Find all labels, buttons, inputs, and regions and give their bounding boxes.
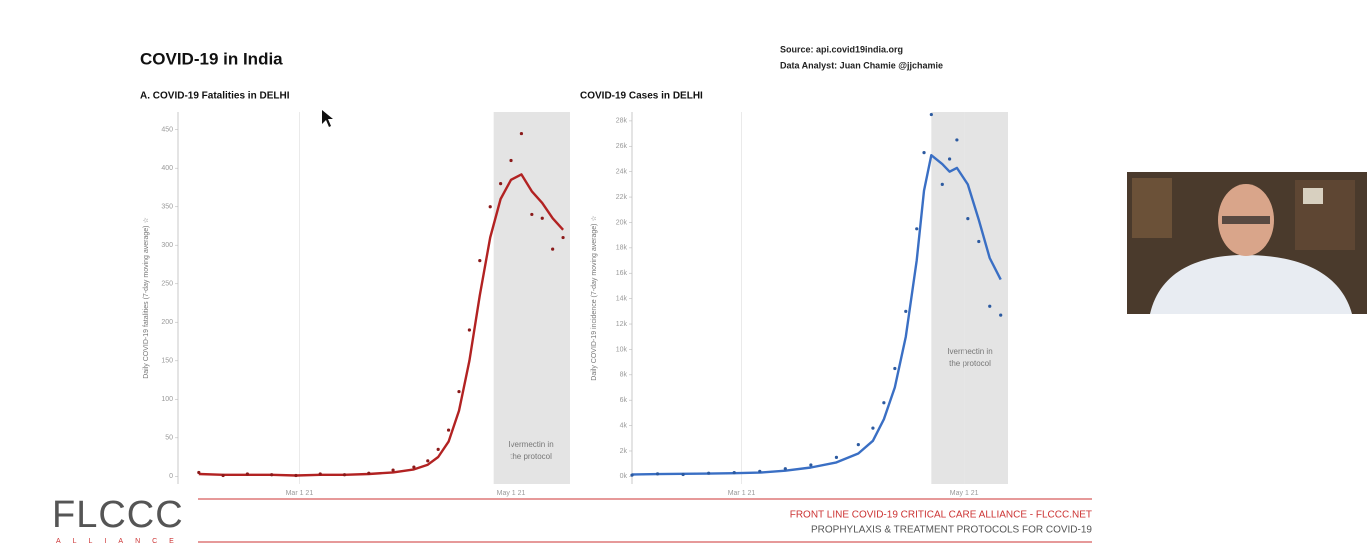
data-point — [221, 473, 225, 478]
moving-average-line — [198, 173, 564, 477]
footer-line: PROPHYLAXIS & TREATMENT PROTOCOLS FOR CO… — [811, 525, 1092, 536]
data-point — [732, 470, 736, 475]
logo: FLCCC — [52, 494, 184, 536]
footer-line: FRONT LINE COVID-19 CRITICAL CARE ALLIAN… — [790, 510, 1092, 521]
y-tick-label: 2k — [620, 448, 628, 455]
data-point — [809, 463, 813, 467]
data-point — [707, 471, 711, 475]
y-tick-label: 50 — [165, 435, 173, 442]
y-tick-label: 28k — [616, 118, 628, 125]
protocol-shade — [931, 112, 1008, 484]
slide-title: COVID-19 in India — [140, 49, 283, 68]
annotation: Ivermectin in the protocol — [508, 440, 553, 461]
y-tick-label: 22k — [616, 194, 628, 201]
data-point — [834, 455, 839, 459]
data-point — [681, 472, 685, 477]
source: Source: api.covid19india.org — [780, 44, 903, 54]
y-tick-label: 0k — [620, 473, 628, 480]
y-tick-label: 10k — [616, 346, 628, 353]
data-point — [977, 239, 981, 244]
source: Data Analyst: Juan Chamie @jjchamie — [780, 60, 943, 70]
x-tick-label: Mar 1 21 — [728, 490, 756, 497]
data-point — [412, 465, 416, 469]
cursor — [322, 110, 333, 127]
data-point — [561, 235, 565, 240]
footer: FLCCC ALLIANCE FRONT LINE COVID-19 CRITI… — [52, 494, 1092, 545]
x-tick-label: May 1 21 — [950, 490, 979, 497]
data-point — [758, 469, 762, 473]
y-tick-label: 400 — [161, 165, 173, 172]
data-point — [929, 112, 933, 117]
y-tick-label: 350 — [161, 204, 173, 211]
y-tick-label: 20k — [616, 219, 628, 226]
data-point — [509, 158, 513, 163]
data-point — [856, 443, 860, 447]
logo-sub: ALLIANCE — [56, 538, 186, 545]
data-point — [988, 304, 992, 308]
data-point — [871, 426, 875, 430]
data-point — [893, 366, 897, 371]
data-point — [391, 468, 395, 472]
y-tick-label: 18k — [616, 245, 628, 252]
y-tick-label: 200 — [161, 319, 173, 326]
data-point — [966, 217, 970, 221]
chart-title: A. COVID-19 Fatalities in DELHI — [140, 91, 290, 102]
data-point — [446, 428, 451, 432]
data-point — [915, 227, 919, 231]
data-point — [630, 473, 634, 477]
moving-average-line — [631, 154, 1002, 476]
y-tick-label: 8k — [620, 372, 628, 379]
data-point — [940, 182, 944, 186]
data-point — [342, 473, 347, 477]
y-tick-label: 450 — [161, 127, 173, 134]
data-point — [947, 157, 952, 161]
data-point — [457, 389, 461, 394]
chart-title: COVID-19 Cases in DELHI — [580, 91, 703, 102]
data-point — [294, 473, 298, 478]
data-point — [436, 447, 440, 451]
data-point — [904, 309, 908, 313]
data-point — [519, 131, 524, 136]
y-tick-label: 24k — [616, 169, 628, 176]
data-point — [467, 328, 471, 332]
y-tick-label: 4k — [620, 422, 628, 429]
data-point — [318, 472, 322, 476]
data-point — [197, 470, 201, 475]
y-tick-label: 6k — [620, 397, 628, 404]
annotation: Ivermectin in the protocol — [947, 347, 992, 368]
data-point — [540, 216, 544, 220]
data-point — [270, 473, 274, 477]
y-tick-label: 100 — [161, 396, 173, 403]
y-tick-label: 26k — [616, 143, 628, 150]
data-point — [478, 259, 482, 263]
data-point — [551, 247, 555, 251]
data-point — [530, 212, 534, 217]
data-point — [245, 472, 249, 476]
data-point — [426, 459, 430, 463]
y-tick-label: 16k — [616, 270, 628, 277]
y-axis-label: Daily COVID-19 incidence (7-day moving a… — [590, 215, 598, 380]
y-tick-label: 12k — [616, 321, 628, 328]
protocol-shade — [493, 112, 570, 484]
data-point — [488, 205, 492, 209]
x-tick-label: Mar 1 21 — [286, 490, 314, 497]
x-tick-label: May 1 21 — [497, 490, 526, 497]
data-point — [999, 313, 1003, 317]
data-point — [955, 138, 959, 142]
data-point — [783, 467, 787, 471]
data-point — [922, 151, 926, 155]
data-point — [499, 182, 503, 186]
data-point — [655, 472, 660, 476]
y-tick-label: 0 — [169, 473, 173, 480]
y-tick-label: 150 — [161, 358, 173, 365]
y-tick-label: 250 — [161, 281, 173, 288]
y-tick-label: 300 — [161, 242, 173, 249]
data-point — [882, 401, 886, 405]
webcam — [1127, 172, 1367, 314]
y-axis-label: Daily COVID-19 fatalities (7-day moving … — [142, 217, 150, 379]
y-tick-label: 14k — [616, 295, 628, 302]
data-point — [367, 471, 371, 475]
